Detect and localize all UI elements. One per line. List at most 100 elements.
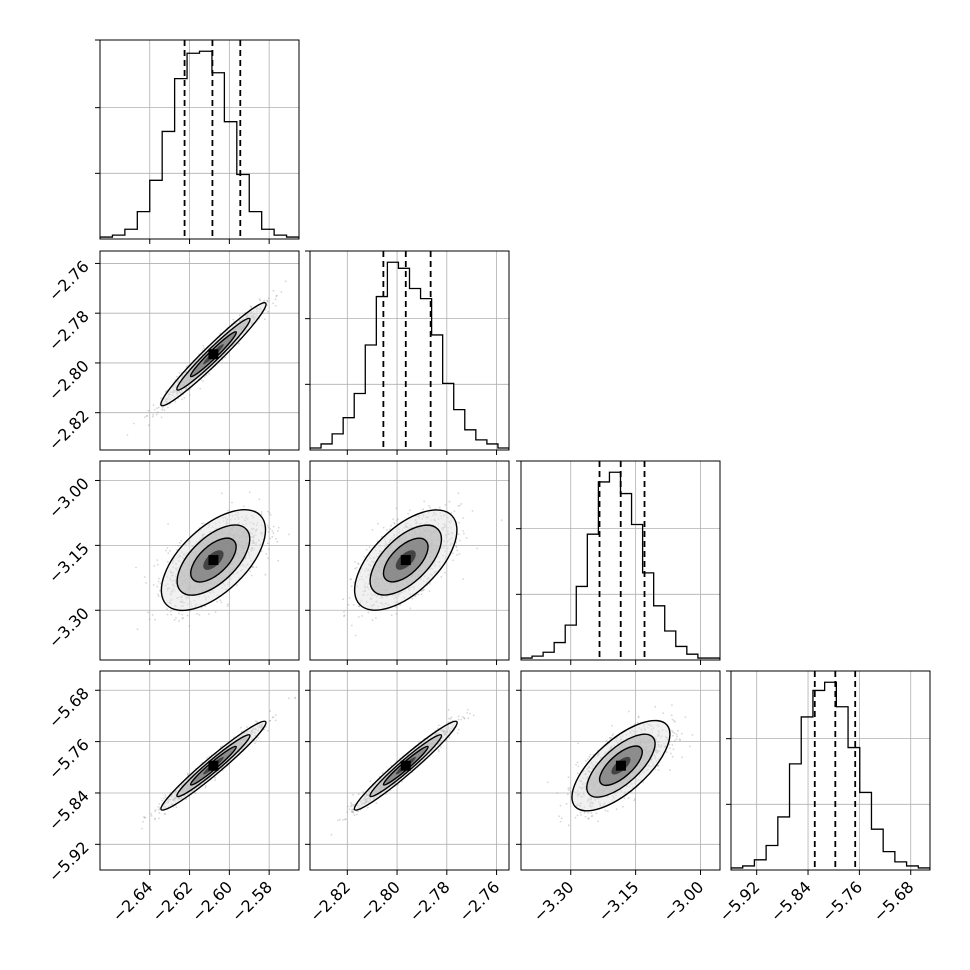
scatter-point [395, 606, 397, 608]
scatter-point [371, 619, 374, 622]
scatter-point [236, 584, 238, 586]
scatter-point [167, 406, 169, 409]
scatter-point [375, 617, 377, 619]
scatter-point [203, 347, 206, 350]
scatter-point [157, 806, 160, 808]
scatter-point [200, 606, 203, 609]
scatter-point [357, 563, 360, 565]
scatter-point [175, 616, 177, 619]
scatter-point [148, 618, 151, 621]
scatter-point [459, 504, 461, 507]
y-tick-label: −3.15 [45, 539, 93, 587]
scatter-point [154, 810, 157, 813]
scatter-point [198, 613, 201, 616]
scatter-point [407, 512, 409, 515]
scatter-point [248, 491, 251, 494]
scatter-point [266, 524, 269, 527]
scatter-point [257, 736, 260, 739]
scatter-point [249, 305, 252, 308]
scatter-point [267, 297, 270, 300]
scatter-point [132, 422, 135, 425]
scatter-point [354, 560, 357, 563]
scatter-point [476, 547, 479, 550]
scatter-point [269, 514, 272, 516]
scatter-point [272, 532, 275, 535]
scatter-point [126, 434, 129, 436]
scatter-point [390, 614, 393, 617]
scatter-point [199, 387, 202, 390]
scatter-point [166, 608, 169, 611]
scatter-panel-2-0 [95, 460, 300, 665]
density-peak [208, 349, 219, 360]
scatter-point [202, 345, 205, 347]
scatter-point [377, 522, 379, 525]
panel-content [100, 671, 299, 870]
scatter-point [252, 566, 255, 568]
scatter-point [428, 504, 430, 507]
scatter-point [169, 610, 172, 613]
scatter-point [422, 508, 425, 510]
scatter-point [267, 531, 270, 533]
scatter-point [420, 590, 423, 592]
histogram-panel-0 [95, 39, 300, 244]
scatter-point [275, 714, 277, 716]
axes-frame [99, 460, 300, 661]
scatter-point [343, 611, 345, 613]
scatter-point [392, 518, 394, 520]
scatter-point [204, 605, 207, 608]
scatter-point [393, 522, 396, 525]
scatter-point [365, 548, 368, 551]
scatter-point [255, 720, 257, 722]
scatter-point [471, 510, 474, 512]
scatter-point [452, 552, 454, 555]
scatter-point [161, 408, 164, 411]
scatter-point [458, 553, 461, 555]
scatter-point [354, 634, 357, 637]
scatter-point [178, 620, 180, 622]
scatter-point [181, 398, 184, 401]
scatter-point [145, 582, 148, 584]
scatter-panel-2-1 [305, 460, 510, 665]
scatter-point [154, 618, 157, 621]
scatter-point [269, 537, 272, 540]
scatter-point [189, 394, 191, 396]
scatter-point [280, 291, 283, 293]
scatter-point [238, 314, 241, 317]
scatter-point [202, 380, 204, 383]
scatter-point [160, 416, 163, 419]
scatter-point [158, 817, 160, 820]
scatter-point [169, 550, 171, 552]
scatter-point [275, 537, 277, 540]
scatter-point [201, 522, 203, 525]
scatter-point [428, 590, 431, 592]
scatter-point [347, 603, 350, 606]
y-tick-label: −2.82 [45, 406, 93, 454]
scatter-point [135, 566, 137, 569]
histogram-panel-2 [516, 460, 721, 665]
scatter-point [181, 613, 184, 616]
panel-content [100, 40, 299, 239]
scatter-point [271, 535, 274, 538]
panel-content [310, 251, 509, 450]
scatter-point [458, 521, 461, 524]
scatter-point [183, 396, 186, 399]
scatter-point [423, 500, 426, 503]
scatter-point [166, 560, 169, 563]
scatter-point [157, 563, 159, 566]
scatter-point [386, 529, 388, 531]
scatter-point [453, 510, 456, 512]
scatter-point [177, 544, 180, 547]
scatter-point [194, 792, 197, 795]
scatter-point [265, 725, 267, 728]
scatter-point [465, 536, 468, 539]
axes-frame [99, 39, 300, 240]
scatter-point [353, 581, 355, 584]
scatter-point [460, 503, 463, 505]
scatter-point [274, 298, 277, 301]
scatter-point [276, 530, 279, 532]
scatter-point [414, 595, 417, 598]
scatter-point [182, 617, 185, 619]
scatter-point [159, 582, 162, 585]
scatter-point [350, 624, 353, 627]
